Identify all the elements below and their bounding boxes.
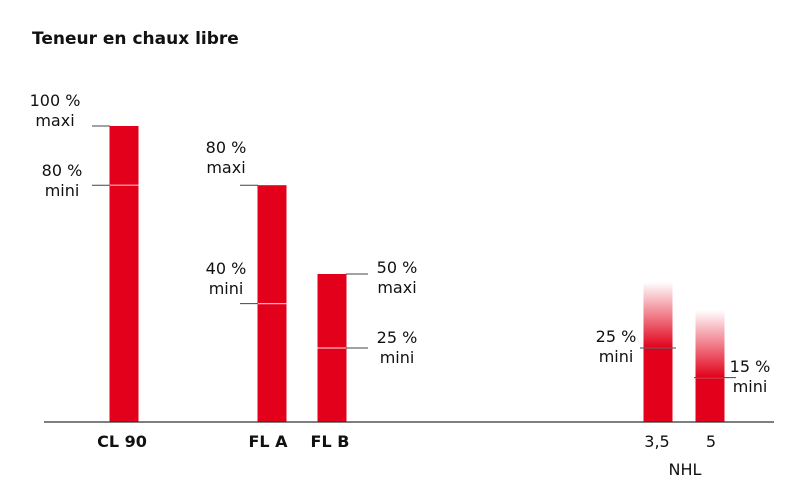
label-nhl5-mini: 15 % mini xyxy=(730,357,771,396)
bar-cl-90 xyxy=(109,126,139,422)
x-tick-label-5: 5 xyxy=(706,432,716,451)
x-tick-label-3-5: 3,5 xyxy=(644,432,669,451)
x-tick-label-cl-90: CL 90 xyxy=(97,432,147,451)
label-flb-mini: 25 % mini xyxy=(377,328,418,367)
x-tick-label-fl-a: FL A xyxy=(248,432,288,451)
x-tick-label-fl-b: FL B xyxy=(311,432,350,451)
label-fla-mini: 40 % mini xyxy=(206,259,247,298)
chart-marks: 100 % maxi 80 % mini 80 % maxi 40 % mini 50 % max… xyxy=(30,91,771,479)
label-cl90-maxi: 100 % maxi xyxy=(30,91,81,130)
label-fla-maxi: 80 % maxi xyxy=(206,138,247,177)
bar-fade-3-5 xyxy=(643,282,673,348)
bar-fade-5 xyxy=(695,310,725,378)
bar-3-5 xyxy=(643,348,673,422)
label-nhl35-mini: 25 % mini xyxy=(596,327,637,366)
label-cl90-mini: 80 % mini xyxy=(42,161,83,200)
bar-5 xyxy=(695,377,725,422)
chart-title: Teneur en chaux libre xyxy=(32,29,239,49)
label-flb-maxi: 50 % maxi xyxy=(377,258,418,297)
x-group-label-nhl: NHL xyxy=(669,460,702,479)
